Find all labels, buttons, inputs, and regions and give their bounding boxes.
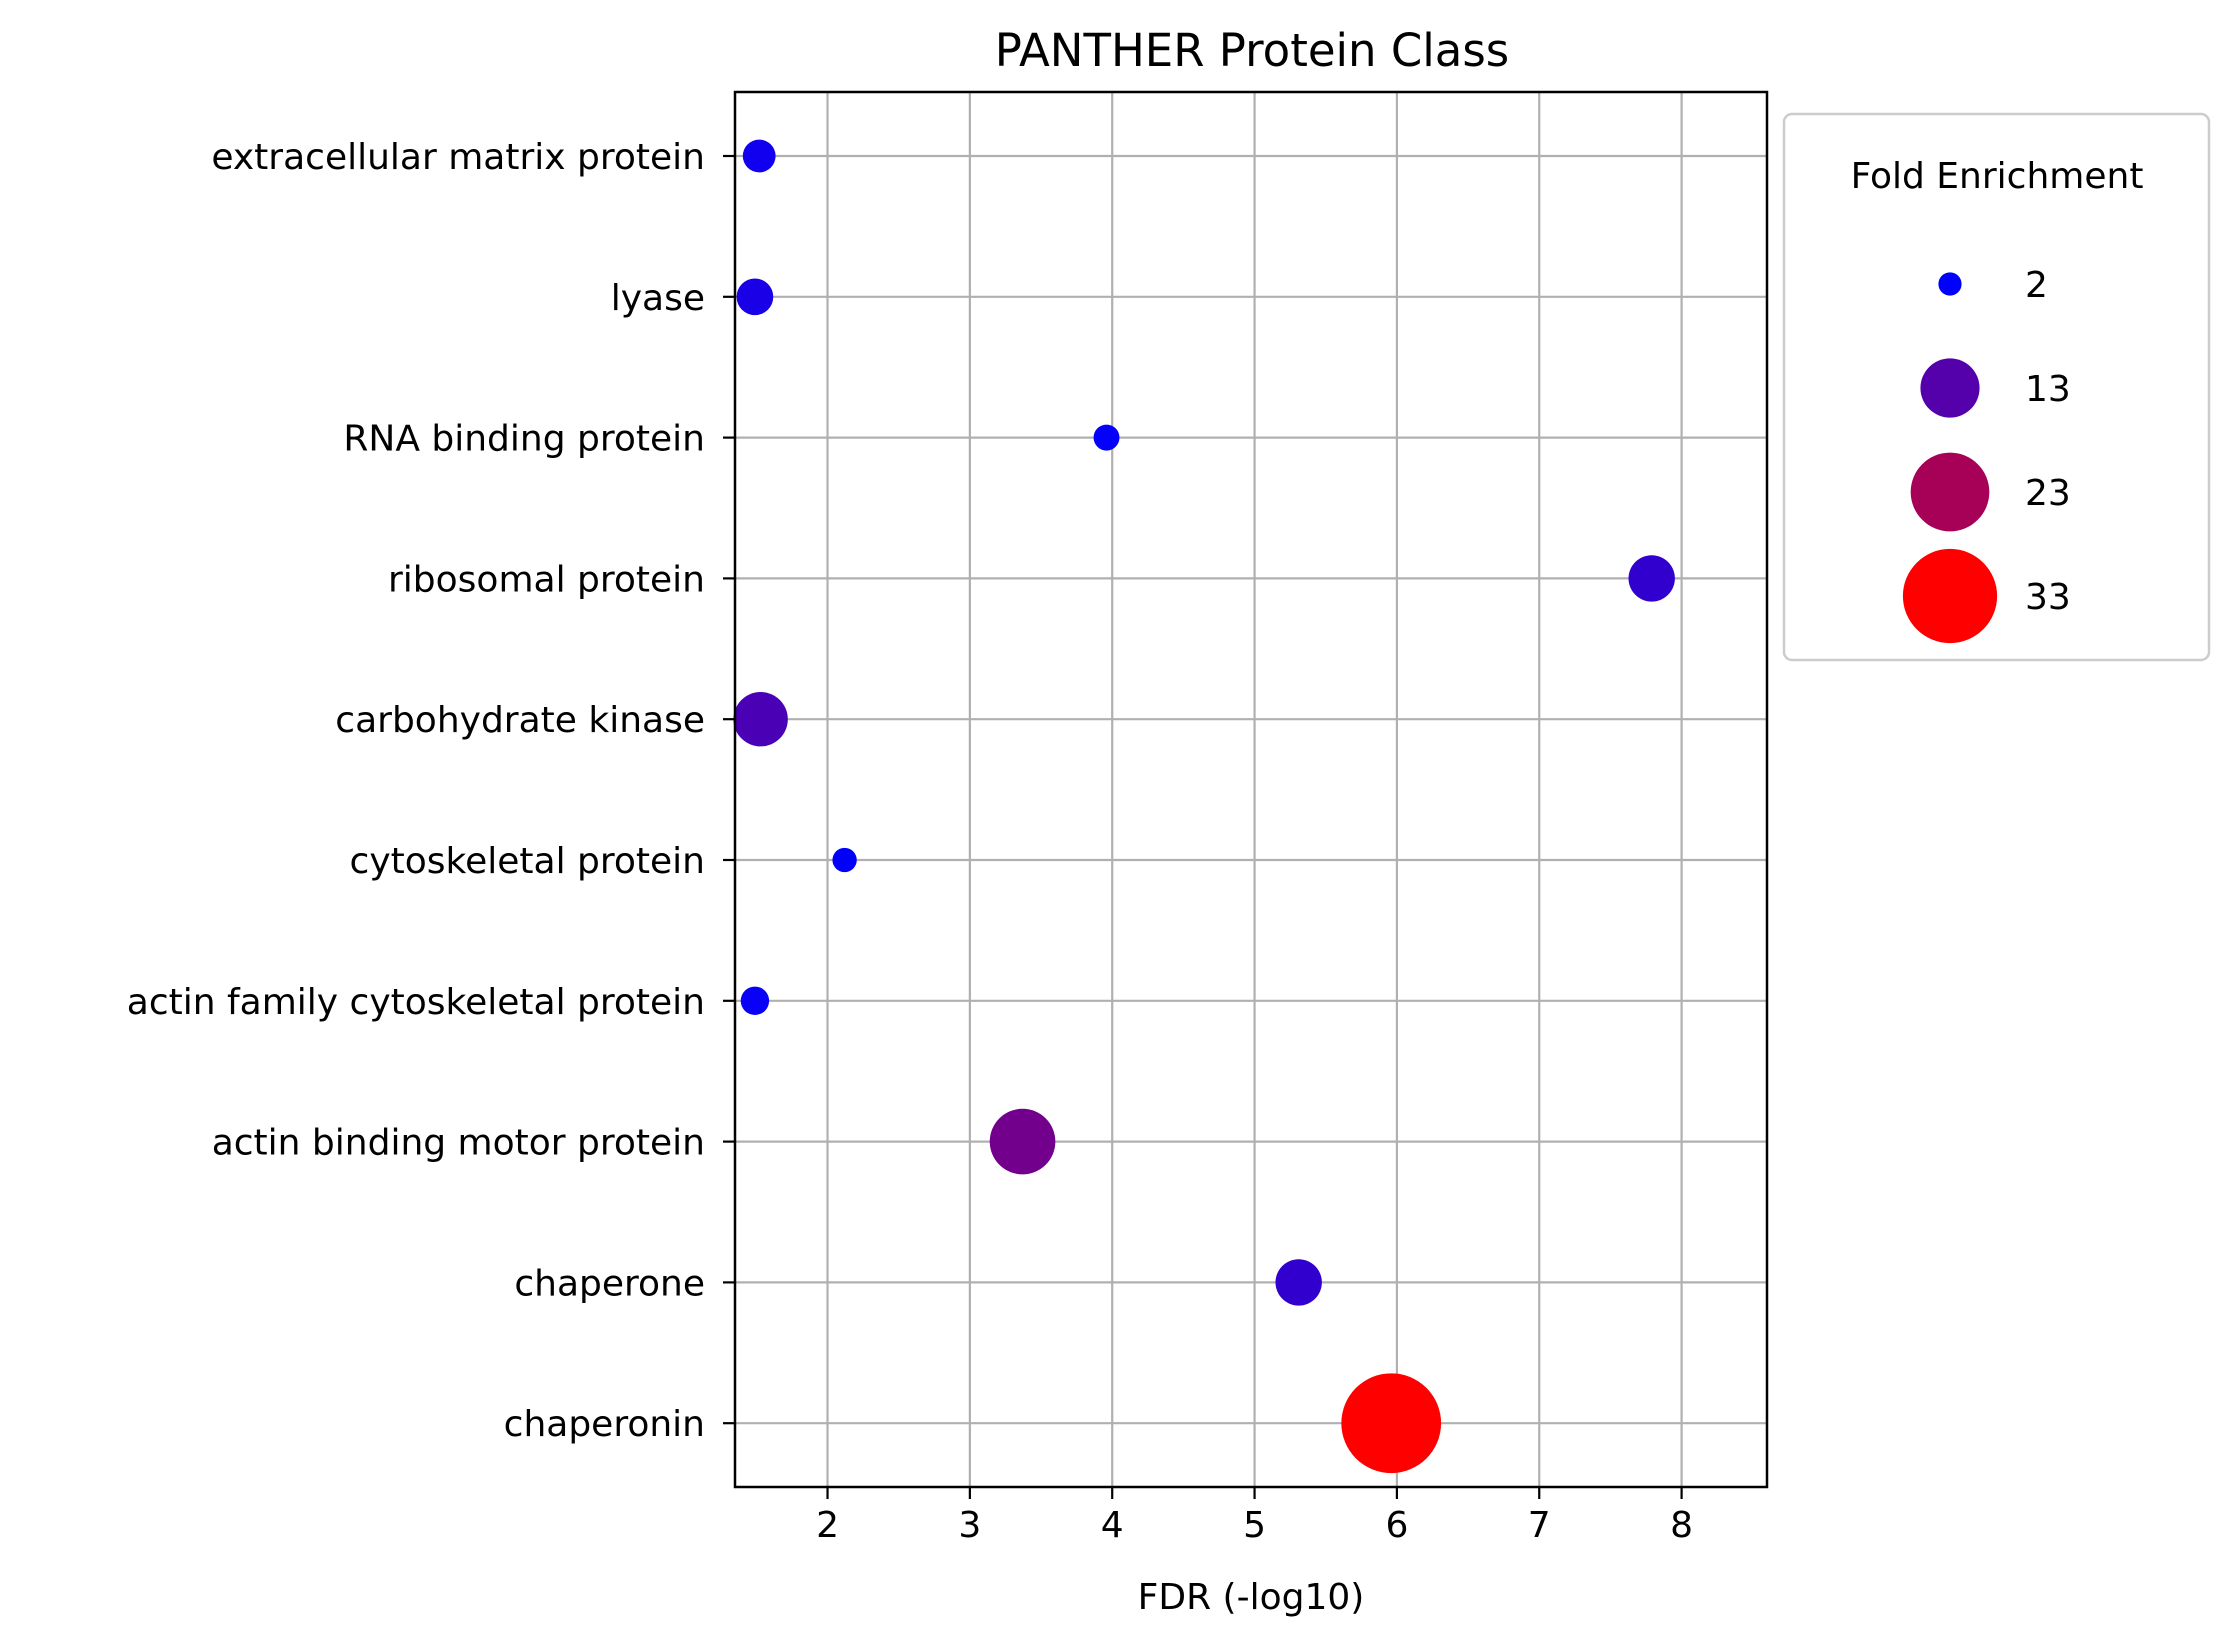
x-tick-label: 5	[1243, 1505, 1266, 1546]
x-tick-label: 3	[958, 1505, 981, 1546]
data-point	[989, 1108, 1056, 1175]
y-tick-label: carbohydrate kinase	[335, 700, 705, 741]
legend-label: 2	[2025, 265, 2048, 306]
legend: Fold Enrichment 2 13 23 33	[1782, 112, 2211, 662]
data-point	[832, 847, 857, 873]
data-point	[1093, 424, 1120, 451]
y-tick-label: lyase	[611, 278, 705, 319]
x-axis-label: FDR (-log10)	[1138, 1577, 1365, 1618]
points-layer	[733, 139, 1675, 1474]
data-point	[733, 692, 788, 747]
data-point	[736, 278, 774, 316]
legend-marker	[1910, 452, 1990, 532]
legend-label: 33	[2025, 577, 2071, 618]
x-tick-label: 8	[1670, 1505, 1693, 1546]
legend-frame	[1782, 112, 2211, 662]
data-point	[1628, 555, 1675, 602]
legend-marker	[1920, 358, 1980, 418]
grid-layer	[735, 92, 1767, 1487]
legend-label: 23	[2025, 473, 2071, 514]
data-point	[1275, 1259, 1322, 1306]
legend-marker	[1902, 548, 1998, 644]
x-tick-label: 6	[1385, 1505, 1408, 1546]
legend-entries: 2 13 23 33	[1902, 265, 2071, 644]
chart-title: PANTHER Protein Class	[995, 24, 1509, 77]
y-tick-label: ribosomal protein	[388, 559, 705, 600]
y-tick-label: extracellular matrix protein	[211, 137, 705, 178]
x-tick-label: 2	[816, 1505, 839, 1546]
y-tick-label: actin binding motor protein	[212, 1123, 705, 1164]
legend-marker	[1938, 272, 1962, 296]
y-tick-label: chaperone	[514, 1263, 705, 1304]
data-point	[1341, 1373, 1442, 1474]
y-tick-label: actin family cytoskeletal protein	[127, 982, 705, 1023]
y-tick-label: chaperonin	[504, 1404, 705, 1445]
plot-frame	[733, 90, 1769, 1489]
data-point	[740, 986, 770, 1016]
x-tick-label: 7	[1528, 1505, 1551, 1546]
legend-label: 13	[2025, 369, 2071, 410]
x-tick-label: 4	[1101, 1505, 1124, 1546]
legend-title: Fold Enrichment	[1851, 156, 2144, 197]
y-tick-label: RNA binding protein	[343, 419, 705, 460]
data-point	[742, 139, 776, 173]
y-tick-label: cytoskeletal protein	[350, 841, 705, 882]
ticks-layer: 2 3 4 5 6 7 8 extracellular matrix protein lyase…	[127, 137, 1693, 1546]
